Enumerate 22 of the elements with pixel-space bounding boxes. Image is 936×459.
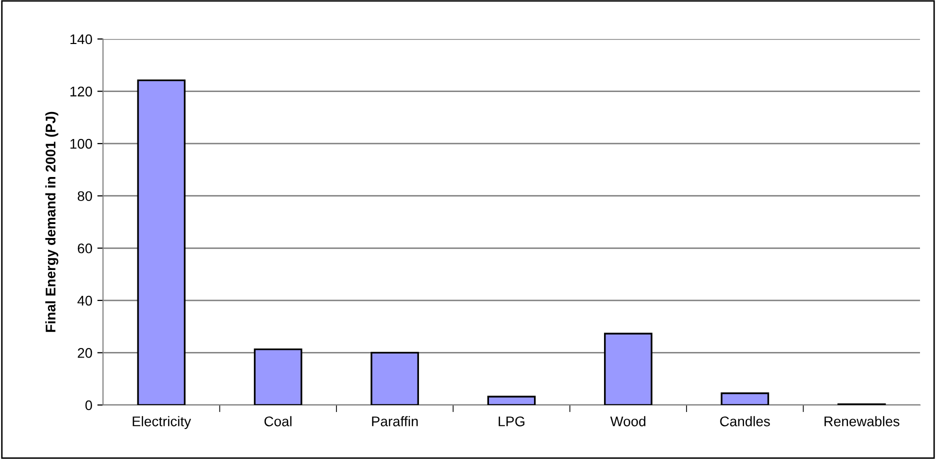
x-tick-label: Renewables [824,416,900,426]
x-tick-label: Electricity [132,416,192,430]
y-tick-label: 100 [70,138,92,149]
bar [604,332,652,405]
y-tick-label: 140 [70,34,92,44]
x-tick-label: LPG [498,416,524,426]
x-tick-label: Coal [264,416,292,426]
x-tick-label: Candles [720,416,770,426]
bar [370,352,419,405]
y-tick-label: 120 [70,86,92,96]
y-tick-label: 40 [77,296,92,306]
x-tick-label: Paraffin [372,416,418,426]
y-tick-label: 60 [78,243,92,254]
bar [487,396,536,405]
y-tick-label: 20 [78,348,92,358]
bar [720,392,770,405]
y-tick-label: 80 [78,191,92,202]
y-axis-title: Final Energy demand in 2001 (PJ) [45,112,58,332]
bar [137,79,186,405]
bar [254,348,302,405]
x-tick-label: Wood [610,416,646,426]
y-tick-label: 0 [85,400,92,410]
